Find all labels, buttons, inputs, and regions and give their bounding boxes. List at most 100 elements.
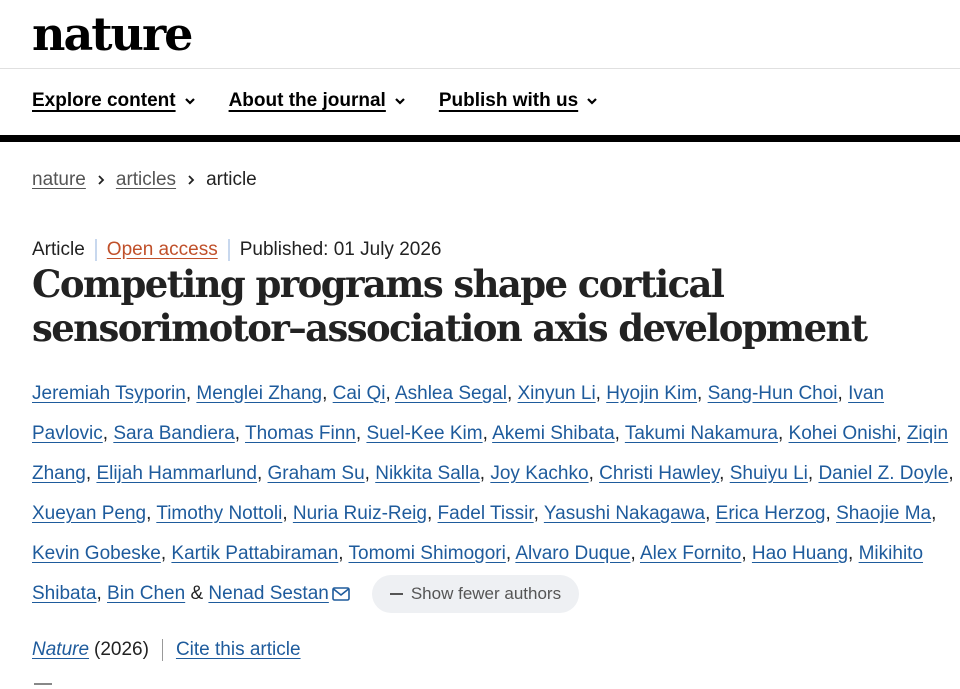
chevron-right-icon — [96, 174, 106, 186]
author-separator: , — [96, 583, 108, 604]
author-link[interactable]: Shaojie Ma — [836, 503, 932, 524]
nature-logo[interactable]: nature — [32, 7, 193, 61]
author-link[interactable]: Nenad Sestan — [208, 583, 329, 604]
open-access-link[interactable]: Open access — [106, 239, 218, 260]
author-link[interactable]: Yasushi Nakagawa — [543, 503, 706, 524]
author-separator: & — [185, 583, 209, 604]
author-link[interactable]: Graham Su — [267, 463, 365, 484]
nav-bottom-bar — [0, 135, 960, 142]
author-link[interactable]: Joy Kachko — [490, 463, 589, 484]
show-fewer-authors-button[interactable]: Show fewer authors — [371, 574, 580, 613]
author-separator: , — [282, 503, 293, 524]
author-link[interactable]: Alvaro Duque — [515, 543, 631, 564]
author-separator: , — [896, 423, 907, 444]
author-link[interactable]: Kohei Onishi — [788, 423, 897, 444]
author-separator: , — [355, 423, 367, 444]
author-separator: , — [160, 543, 172, 564]
author-link[interactable]: Xinyun Li — [517, 383, 596, 404]
author-link[interactable]: Xueyan Peng — [32, 503, 147, 524]
author-link[interactable]: Thomas Finn — [245, 423, 356, 444]
author-link[interactable]: Nikkita Salla — [375, 463, 480, 484]
author-link[interactable]: Alex Fornito — [639, 543, 742, 564]
author-separator: , — [614, 423, 625, 444]
author-separator: , — [807, 463, 819, 484]
author-link[interactable]: Ashlea Segal — [394, 383, 507, 404]
nav-about-journal-label: About the journal — [228, 90, 386, 111]
author-separator: , — [102, 423, 114, 444]
author-link[interactable]: Tomomi Shimogori — [348, 543, 506, 564]
author-separator: , — [948, 463, 954, 484]
chevron-down-icon — [587, 98, 597, 105]
breadcrumb-articles[interactable]: articles — [115, 169, 177, 190]
author-link[interactable]: Takumi Nakamura — [624, 423, 778, 444]
author-link[interactable]: Shuiyu Li — [729, 463, 808, 484]
author-separator: , — [825, 503, 837, 524]
show-fewer-authors-label: Show fewer authors — [410, 583, 562, 603]
chevron-down-icon — [395, 98, 405, 105]
author-separator: , — [595, 383, 607, 404]
author-separator: , — [85, 463, 97, 484]
author-separator: , — [185, 383, 197, 404]
author-link[interactable]: Kartik Pattabiraman — [171, 543, 339, 564]
author-separator: , — [479, 463, 491, 484]
citation-year: (2026) — [94, 639, 149, 660]
author-separator: , — [533, 503, 544, 524]
nav-about-journal[interactable]: About the journal — [229, 90, 406, 112]
author-separator: , — [588, 463, 600, 484]
citation-line: Nature (2026) Cite this article — [32, 639, 301, 661]
author-separator: , — [697, 383, 708, 404]
breadcrumb-current: article — [206, 169, 257, 190]
breadcrumb-nature[interactable]: nature — [32, 169, 86, 190]
nav-publish-with-us[interactable]: Publish with us — [439, 90, 598, 112]
author-separator: , — [385, 383, 395, 404]
article-type: Article — [32, 239, 85, 260]
author-link[interactable]: Elijah Hammarlund — [96, 463, 257, 484]
article-title: Competing programs shape cortical sensor… — [32, 262, 868, 350]
nav-explore-content-label: Explore content — [32, 90, 176, 111]
author-list: Jeremiah Tsyporin, Menglei Zhang, Cai Qi… — [32, 374, 957, 614]
author-separator: , — [234, 423, 245, 444]
journal-link[interactable]: Nature — [32, 639, 90, 660]
mail-icon[interactable] — [332, 587, 350, 601]
author-link[interactable]: Nuria Ruiz-Reig — [292, 503, 427, 524]
article-meta: Article Open access Published: 01 July 2… — [32, 239, 441, 261]
published-date: Published: 01 July 2026 — [239, 239, 442, 260]
chevron-down-icon — [184, 98, 195, 105]
author-link[interactable]: Suel-Kee Kim — [366, 423, 483, 444]
breadcrumb: nature articles article — [32, 169, 257, 191]
chevron-right-icon — [186, 174, 196, 186]
author-separator: , — [777, 423, 789, 444]
author-separator: , — [837, 383, 849, 404]
author-link[interactable]: Sang-Hun Choi — [707, 383, 838, 404]
nav-publish-with-us-label: Publish with us — [438, 90, 579, 111]
author-link[interactable]: Christi Hawley — [599, 463, 720, 484]
meta-divider — [94, 239, 97, 261]
author-separator: , — [506, 383, 518, 404]
cut-off-icon — [34, 683, 52, 689]
author-link[interactable]: Akemi Shibata — [492, 423, 615, 444]
author-link[interactable]: Cai Qi — [332, 383, 386, 404]
author-separator: , — [146, 503, 157, 524]
nav-explore-content[interactable]: Explore content — [32, 90, 196, 112]
author-link[interactable]: Menglei Zhang — [196, 383, 323, 404]
author-link[interactable]: Mikihito Shibata — [32, 543, 924, 604]
author-link[interactable]: Kevin Gobeske — [32, 543, 161, 564]
author-link[interactable]: Timothy Nottoli — [156, 503, 283, 524]
author-separator: , — [322, 383, 333, 404]
minus-icon — [389, 592, 403, 595]
author-link[interactable]: Jeremiah Tsyporin — [32, 383, 186, 404]
author-link[interactable]: Bin Chen — [107, 583, 186, 604]
author-separator: , — [338, 543, 349, 564]
author-link[interactable]: Fadel Tissir — [437, 503, 534, 524]
author-separator: , — [505, 543, 516, 564]
author-link[interactable]: Daniel Z. Doyle — [818, 463, 949, 484]
author-link[interactable]: Hao Huang — [751, 543, 849, 564]
author-link[interactable]: Ivan Pavlovic — [32, 383, 885, 444]
author-separator: , — [719, 463, 730, 484]
author-link[interactable]: Hyojin Kim — [606, 383, 698, 404]
cite-article-link[interactable]: Cite this article — [175, 639, 301, 660]
author-link[interactable]: Ziqin Zhang — [32, 423, 949, 484]
author-link[interactable]: Erica Herzog — [715, 503, 826, 524]
author-link[interactable]: Sara Bandiera — [113, 423, 235, 444]
citation-divider — [161, 639, 163, 661]
